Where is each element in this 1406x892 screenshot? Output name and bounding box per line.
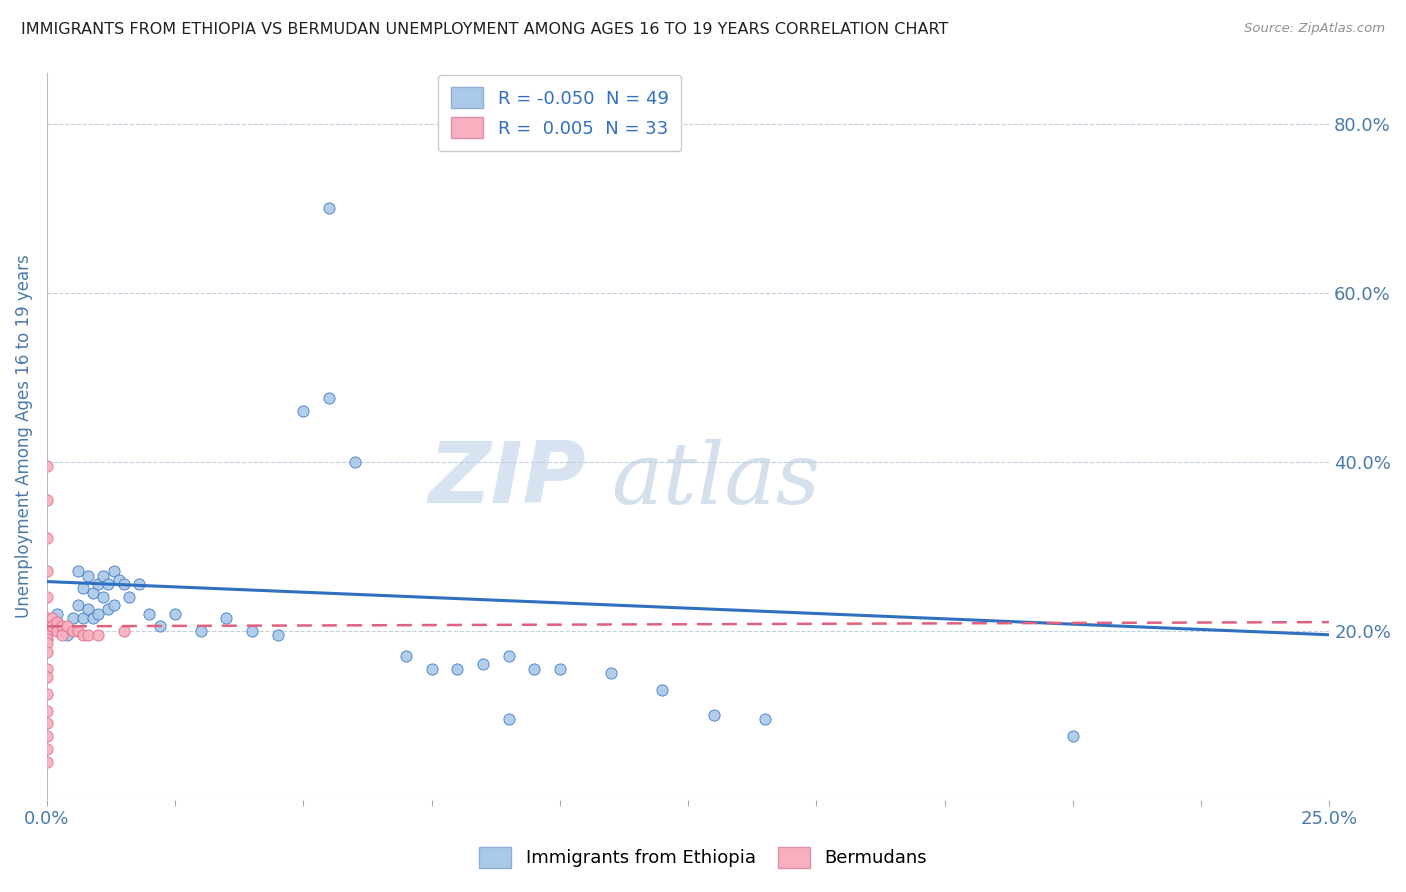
Point: [66, 598, 89, 612]
Point: [103, 598, 125, 612]
Point: [471, 657, 494, 672]
Point: [343, 454, 366, 468]
Legend: R = -0.050  N = 49, R =  0.005  N = 33: R = -0.050 N = 49, R = 0.005 N = 33: [439, 75, 682, 151]
Point: [35, 531, 58, 545]
Point: [292, 404, 315, 418]
Point: [498, 648, 520, 663]
Point: [46, 615, 69, 629]
Text: Source: ZipAtlas.com: Source: ZipAtlas.com: [1244, 22, 1385, 36]
Point: [51, 624, 73, 638]
Point: [35, 742, 58, 756]
Point: [35, 632, 58, 646]
Point: [35, 492, 58, 507]
Point: [600, 665, 623, 680]
Point: [1062, 729, 1084, 743]
Point: [35, 662, 58, 676]
Point: [41, 611, 63, 625]
Point: [165, 607, 187, 621]
Point: [72, 582, 94, 596]
Point: [395, 648, 418, 663]
Point: [35, 611, 58, 625]
Text: ZIP: ZIP: [427, 438, 585, 521]
Point: [41, 615, 63, 629]
Text: IMMIGRANTS FROM ETHIOPIA VS BERMUDAN UNEMPLOYMENT AMONG AGES 16 TO 19 YEARS CORR: IMMIGRANTS FROM ETHIOPIA VS BERMUDAN UNE…: [21, 22, 949, 37]
Point: [72, 611, 94, 625]
Point: [35, 636, 58, 650]
Point: [754, 712, 776, 726]
Point: [87, 577, 110, 591]
Point: [51, 619, 73, 633]
Point: [498, 712, 520, 726]
Point: [267, 628, 290, 642]
Point: [77, 568, 100, 582]
Point: [112, 624, 135, 638]
Point: [97, 577, 120, 591]
Point: [112, 577, 135, 591]
Point: [190, 624, 212, 638]
Point: [548, 662, 571, 676]
Point: [91, 590, 114, 604]
Point: [215, 611, 238, 625]
Y-axis label: Unemployment Among Ages 16 to 19 years: Unemployment Among Ages 16 to 19 years: [15, 254, 32, 618]
Point: [35, 729, 58, 743]
Point: [35, 687, 58, 701]
Point: [35, 704, 58, 718]
Point: [41, 619, 63, 633]
Point: [62, 611, 84, 625]
Point: [35, 624, 58, 638]
Point: [118, 590, 141, 604]
Point: [446, 662, 468, 676]
Point: [56, 628, 79, 642]
Legend: Immigrants from Ethiopia, Bermudans: Immigrants from Ethiopia, Bermudans: [468, 836, 938, 879]
Point: [35, 670, 58, 684]
Point: [318, 391, 340, 405]
Point: [35, 458, 58, 473]
Point: [82, 611, 104, 625]
Point: [66, 624, 89, 638]
Point: [91, 568, 114, 582]
Point: [35, 565, 58, 579]
Point: [523, 662, 546, 676]
Point: [46, 607, 69, 621]
Point: [87, 628, 110, 642]
Point: [97, 602, 120, 616]
Point: [103, 565, 125, 579]
Point: [703, 708, 725, 723]
Point: [107, 573, 129, 587]
Point: [651, 682, 673, 697]
Point: [128, 577, 150, 591]
Point: [77, 602, 100, 616]
Point: [35, 590, 58, 604]
Point: [51, 628, 73, 642]
Point: [35, 619, 58, 633]
Point: [35, 755, 58, 769]
Point: [420, 662, 443, 676]
Text: atlas: atlas: [612, 439, 820, 521]
Point: [35, 628, 58, 642]
Point: [240, 624, 263, 638]
Point: [149, 619, 172, 633]
Point: [56, 619, 79, 633]
Point: [87, 607, 110, 621]
Point: [46, 624, 69, 638]
Point: [66, 565, 89, 579]
Point: [77, 628, 100, 642]
Point: [35, 645, 58, 659]
Point: [72, 628, 94, 642]
Point: [35, 716, 58, 731]
Point: [138, 607, 160, 621]
Point: [82, 585, 104, 599]
Point: [62, 624, 84, 638]
Point: [318, 201, 340, 215]
